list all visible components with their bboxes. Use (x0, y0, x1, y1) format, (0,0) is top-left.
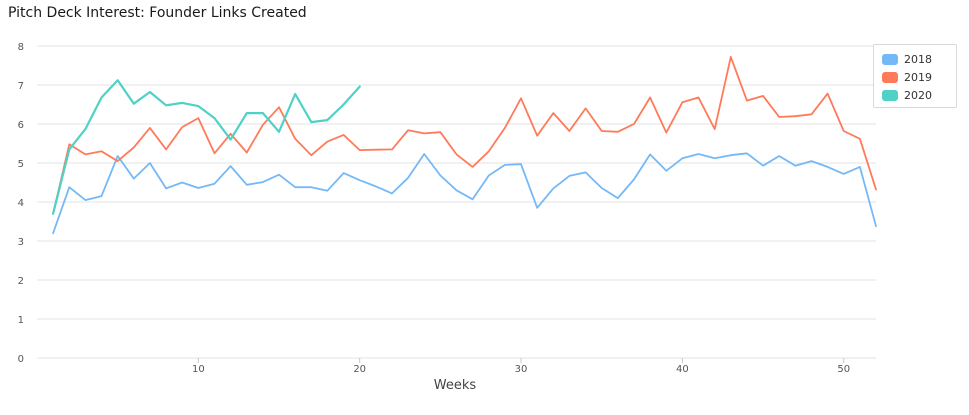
legend-item-2018[interactable]: 2018 (882, 50, 956, 68)
x-tick-label: 20 (353, 364, 366, 375)
chart-title: Pitch Deck Interest: Founder Links Creat… (8, 5, 307, 21)
x-tick-label: 40 (676, 364, 689, 375)
y-tick-label: 7 (18, 81, 24, 92)
y-tick-label: 5 (18, 159, 24, 170)
y-tick-label: 1 (18, 315, 24, 326)
y-tick-label: 2 (18, 276, 24, 287)
legend-label: 2019 (904, 70, 932, 84)
legend-swatch (882, 89, 898, 101)
series-line-2019 (52, 56, 877, 215)
series-line-2020 (51, 79, 361, 215)
x-axis-label: Weeks (434, 378, 477, 393)
legend-label: 2020 (904, 88, 932, 102)
legend-label: 2018 (904, 52, 932, 66)
chart-legend: 2018 2019 2020 (873, 44, 957, 108)
legend-item-2019[interactable]: 2019 (882, 68, 956, 86)
x-tick-label: 10 (192, 364, 205, 375)
legend-swatch (882, 53, 898, 65)
series-lines (51, 56, 877, 235)
legend-item-2020[interactable]: 2020 (882, 86, 956, 104)
y-tick-label: 3 (18, 237, 24, 248)
y-tick-label: 0 (18, 354, 24, 365)
grid-lines (37, 45, 876, 359)
y-axis-ticks: 0 1 2 3 4 5 6 7 8 (18, 42, 24, 365)
series-line-2018 (52, 152, 877, 235)
y-tick-label: 6 (18, 120, 24, 131)
x-tick-label: 30 (515, 364, 528, 375)
y-tick-label: 8 (18, 42, 24, 53)
legend-swatch (882, 71, 898, 83)
x-tick-label: 50 (837, 364, 850, 375)
x-axis-ticks: 10 20 30 40 50 (192, 358, 850, 375)
y-tick-label: 4 (18, 198, 24, 209)
